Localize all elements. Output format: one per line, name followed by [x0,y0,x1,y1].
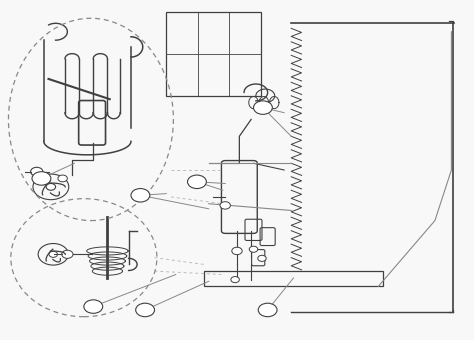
Circle shape [258,255,266,261]
Circle shape [46,184,55,190]
Circle shape [136,303,155,317]
Circle shape [58,175,67,182]
Circle shape [49,251,57,257]
Circle shape [254,101,273,114]
Circle shape [231,276,239,283]
Bar [204,271,383,286]
Bar [166,12,261,96]
Circle shape [32,172,51,185]
Circle shape [31,167,43,176]
Circle shape [62,250,73,258]
Circle shape [220,202,230,209]
Circle shape [258,303,277,317]
Circle shape [232,247,242,255]
Circle shape [84,300,103,313]
Circle shape [188,175,206,189]
Circle shape [249,246,258,252]
Circle shape [131,189,150,202]
